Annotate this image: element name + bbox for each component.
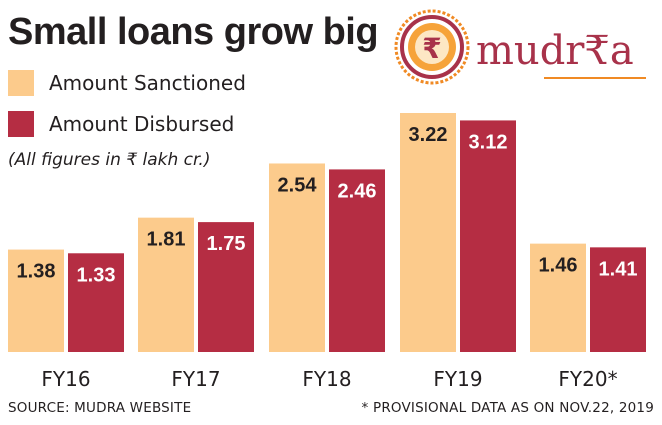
data-label-disbursed-0: 1.33 [77, 264, 116, 286]
bar-sanctioned-0 [8, 249, 64, 352]
data-label-disbursed-1: 1.75 [207, 233, 246, 255]
mudra-wordmark: mudr₹a [476, 28, 634, 74]
data-label-sanctioned-2: 2.54 [278, 174, 318, 196]
bar-disbursed-3 [460, 120, 516, 352]
data-label-sanctioned-4: 1.46 [539, 255, 578, 277]
x-tick-label-4: FY20* [558, 367, 617, 391]
data-label-disbursed-3: 3.12 [469, 131, 508, 153]
bar-sanctioned-4 [530, 243, 586, 352]
bar-disbursed-4 [590, 247, 646, 352]
bar-chart: 1.38 1.33 FY16 1.81 1.75 FY17 2.54 2.46 FY18 3.22… [8, 113, 646, 391]
x-tick-label-3: FY19 [433, 367, 482, 391]
bar-sanctioned-1 [138, 217, 194, 352]
legend-label-sanctioned: Amount Sanctioned [49, 71, 246, 95]
data-label-sanctioned-3: 3.22 [409, 124, 448, 146]
data-label-sanctioned-0: 1.38 [17, 261, 56, 283]
rupee-icon: ₹ [422, 32, 441, 65]
bar-disbursed-0 [68, 253, 124, 352]
x-tick-label-1: FY17 [171, 367, 220, 391]
data-label-sanctioned-1: 1.81 [147, 229, 186, 251]
data-label-disbursed-4: 1.41 [599, 258, 638, 280]
data-label-disbursed-2: 2.46 [338, 180, 377, 202]
x-tick-label-0: FY16 [41, 367, 90, 391]
bar-disbursed-1 [198, 222, 254, 352]
legend-swatch-sanctioned [8, 70, 34, 96]
bar-disbursed-2 [329, 169, 385, 352]
legend-swatch-disbursed [8, 111, 34, 137]
bar-sanctioned-3 [400, 113, 456, 352]
mudra-logo: ₹ mudr₹a [394, 9, 646, 85]
provisional-note: * PROVISIONAL DATA AS ON NOV.22, 2019 [361, 400, 654, 416]
source-note: SOURCE: MUDRA WEBSITE [8, 400, 192, 416]
x-tick-label-2: FY18 [302, 367, 351, 391]
legend-item-disbursed: Amount Disbursed [8, 111, 234, 137]
mandala-icon: ₹ [394, 9, 470, 85]
legend-label-disbursed: Amount Disbursed [49, 112, 235, 136]
legend-item-sanctioned: Amount Sanctioned [8, 70, 246, 96]
chart-title: Small loans grow big [8, 11, 379, 53]
units-note: (All figures in ₹ lakh cr.) [8, 150, 211, 170]
bar-sanctioned-2 [269, 163, 325, 352]
